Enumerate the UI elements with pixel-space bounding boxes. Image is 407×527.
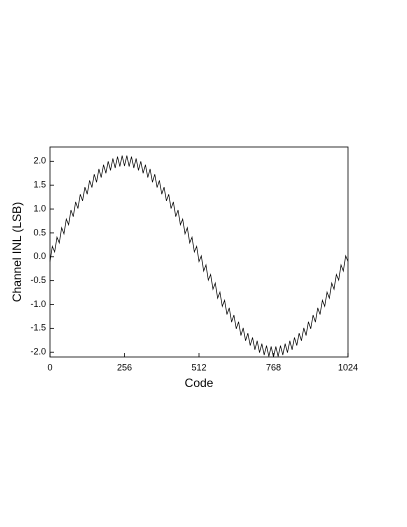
y-tick-label: -1.0: [30, 299, 46, 309]
x-tick-label: 256: [117, 362, 132, 372]
data-line: [49, 155, 349, 358]
y-tick-label: -2.0: [30, 347, 46, 357]
x-tick-label: 1024: [338, 362, 358, 372]
plot-frame: [49, 146, 349, 358]
x-axis-title: Code: [185, 376, 214, 390]
y-tick-label: 0.0: [33, 251, 46, 261]
x-tick-label: 512: [191, 362, 206, 372]
x-tick-label: 0: [47, 362, 52, 372]
x-tick-label: 768: [266, 362, 281, 372]
y-tick-label: 2.0: [33, 156, 46, 166]
y-axis-title: Channel INL (LSB): [10, 202, 24, 302]
y-tick-label: 1.5: [33, 180, 46, 190]
y-tick-label: 0.5: [33, 227, 46, 237]
y-tick-label: -0.5: [30, 275, 46, 285]
y-tick-label: -1.5: [30, 323, 46, 333]
y-tick-label: 1.0: [33, 203, 46, 213]
